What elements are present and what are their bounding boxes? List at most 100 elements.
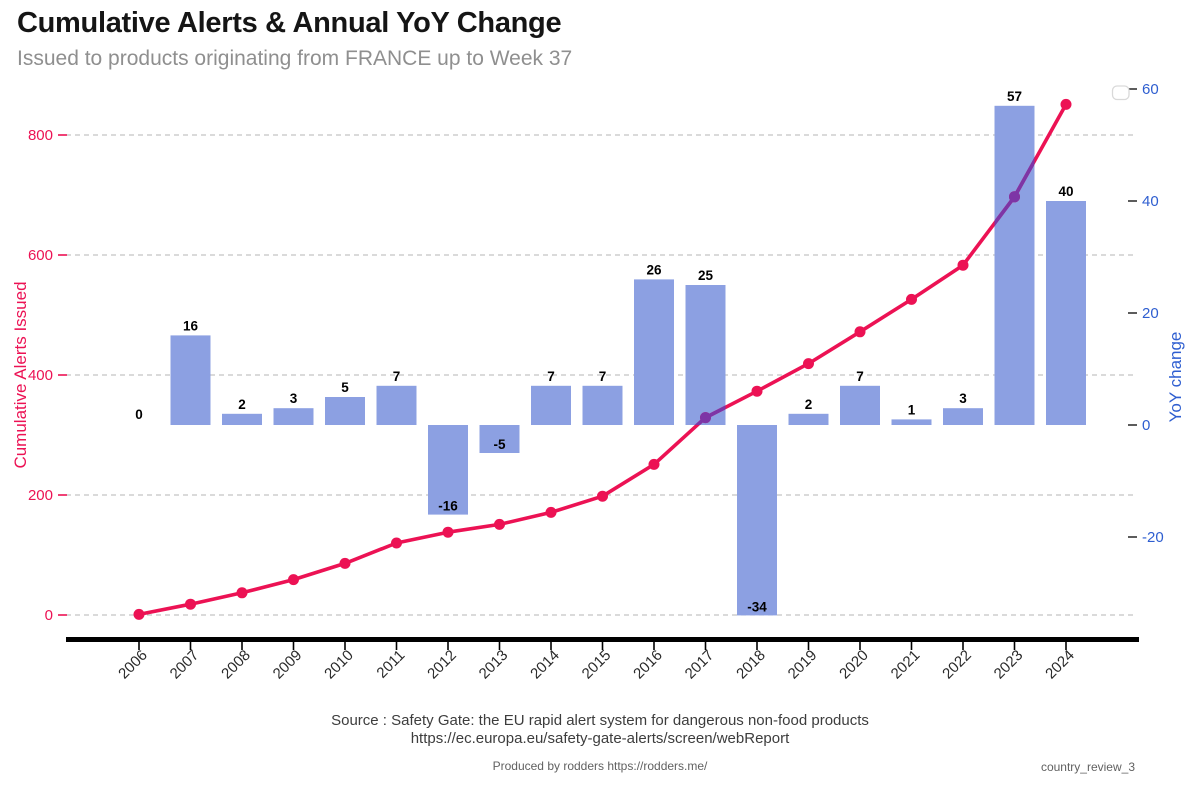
bar-label-2015: 7 xyxy=(599,369,607,384)
chart-title: Cumulative Alerts & Annual YoY Change xyxy=(17,7,562,39)
bar-2021 xyxy=(891,419,932,425)
right-axis-tick-label: 0 xyxy=(1142,417,1150,434)
x-tick-label-2010: 2010 xyxy=(321,647,357,683)
bar-2010 xyxy=(325,397,365,425)
line-point-2014 xyxy=(545,506,557,518)
right-axis-tick-label: 60 xyxy=(1142,81,1159,98)
bar-label-2021: 1 xyxy=(908,402,916,417)
bar-label-2022: 3 xyxy=(959,391,967,406)
bar-label-2024: 40 xyxy=(1058,184,1073,199)
left-axis-tick-label: 400 xyxy=(28,367,53,384)
left-axis-tick-label: 200 xyxy=(28,487,53,504)
bar-label-2007: 16 xyxy=(183,318,199,333)
bar-label-2020: 7 xyxy=(856,369,864,384)
x-tick-label-2008: 2008 xyxy=(218,647,254,683)
bar-2012 xyxy=(428,425,468,515)
cumulative-line-overlap xyxy=(170,105,1068,616)
x-tick-label-2016: 2016 xyxy=(630,647,666,683)
bar-2024 xyxy=(1046,201,1086,425)
legend-box xyxy=(1111,85,1130,101)
x-tick-label-2017: 2017 xyxy=(682,647,718,683)
x-tick-label-2006: 2006 xyxy=(115,647,151,683)
x-tick-label-2009: 2009 xyxy=(270,647,306,683)
x-tick-label-2020: 2020 xyxy=(836,647,872,683)
bar-2015 xyxy=(582,385,623,425)
x-tick-label-2012: 2012 xyxy=(424,647,460,683)
line-point-2008 xyxy=(236,587,248,599)
source-line-2: https://ec.europa.eu/safety-gate-alerts/… xyxy=(410,729,790,747)
bar-2022 xyxy=(943,408,983,425)
bar-label-2023: 57 xyxy=(1007,89,1022,104)
bar-2018 xyxy=(737,425,777,616)
x-tick-label-2011: 2011 xyxy=(373,647,408,682)
produced-by-note: Produced by rodders https://rodders.me/ xyxy=(492,759,708,773)
bar-2009 xyxy=(273,408,314,425)
left-axis-title: Cumulative Alerts Issued xyxy=(11,281,30,468)
source-line-1: Source : Safety Gate: the EU rapid alert… xyxy=(331,712,869,729)
left-axis-tick-label: 0 xyxy=(45,607,53,624)
line-point-2011 xyxy=(391,537,402,549)
bar-label-2009: 3 xyxy=(290,391,298,406)
x-tick-label-2015: 2015 xyxy=(579,647,615,683)
bar-label-2008: 2 xyxy=(238,397,246,412)
bar-2007 xyxy=(170,335,211,425)
bar-label-2012: -16 xyxy=(438,499,458,514)
line-point-2006 xyxy=(133,608,145,620)
line-point-2022 xyxy=(957,259,969,271)
bar-label-2014: 7 xyxy=(547,369,555,384)
bar-label-2016: 26 xyxy=(646,262,662,277)
bar-label-2006: 0 xyxy=(135,407,143,422)
bar-2013 xyxy=(479,425,520,453)
line-point-2016 xyxy=(648,458,660,470)
x-tick-label-2014: 2014 xyxy=(527,647,563,683)
line-point-overlap-2017 xyxy=(700,412,711,424)
bar-2011 xyxy=(376,385,417,425)
right-axis-tick-label: 40 xyxy=(1142,193,1159,210)
bar-2020 xyxy=(840,385,880,425)
bar-2019 xyxy=(788,413,829,425)
line-point-2019 xyxy=(803,358,814,370)
x-tick-label-2013: 2013 xyxy=(476,647,512,683)
left-axis-tick-label: 800 xyxy=(28,127,53,144)
document-reference: country_review_3 xyxy=(1040,760,1135,774)
line-point-2020 xyxy=(854,326,866,338)
right-axis-title: YoY change xyxy=(1166,332,1185,423)
x-tick-label-2024: 2024 xyxy=(1042,647,1078,683)
bar-label-2010: 5 xyxy=(341,380,349,395)
bar-2014 xyxy=(531,385,571,425)
line-point-2024 xyxy=(1060,98,1072,110)
left-axis-tick-label: 600 xyxy=(28,247,53,264)
x-axis-line xyxy=(66,637,1139,642)
source-note: Source : Safety Gate: the EU rapid alert… xyxy=(0,712,1200,747)
x-tick-label-2007: 2007 xyxy=(167,647,203,683)
x-tick-label-2019: 2019 xyxy=(785,647,821,683)
line-point-2007 xyxy=(185,598,196,610)
x-tick-label-2018: 2018 xyxy=(733,647,769,683)
line-point-2012 xyxy=(442,526,454,538)
right-axis-tick-label: 20 xyxy=(1142,305,1159,322)
line-point-2018 xyxy=(751,385,763,397)
line-point-2013 xyxy=(494,518,505,530)
line-point-2021 xyxy=(906,293,917,305)
line-point-2010 xyxy=(339,557,351,569)
chart-subtitle: Issued to products originating from FRAN… xyxy=(17,47,573,70)
bar-2008 xyxy=(222,413,262,425)
line-point-overlap-2023 xyxy=(1009,191,1020,203)
cumulative-line xyxy=(138,103,1068,617)
bar-label-2019: 2 xyxy=(805,397,813,412)
bar-2017 xyxy=(685,285,726,425)
bar-label-2017: 25 xyxy=(698,268,714,283)
bar-label-2011: 7 xyxy=(393,369,401,384)
bar-2023 xyxy=(994,105,1035,426)
line-point-2015 xyxy=(597,490,608,502)
right-axis-tick-label: -20 xyxy=(1142,529,1164,546)
bar-2016 xyxy=(634,279,674,425)
x-tick-label-2021: 2021 xyxy=(888,647,924,683)
x-tick-label-2022: 2022 xyxy=(939,647,975,683)
x-tick-label-2023: 2023 xyxy=(991,647,1027,683)
bar-label-2013: -5 xyxy=(493,437,505,452)
bar-label-2018: -34 xyxy=(747,599,767,614)
line-point-2009 xyxy=(288,574,299,586)
